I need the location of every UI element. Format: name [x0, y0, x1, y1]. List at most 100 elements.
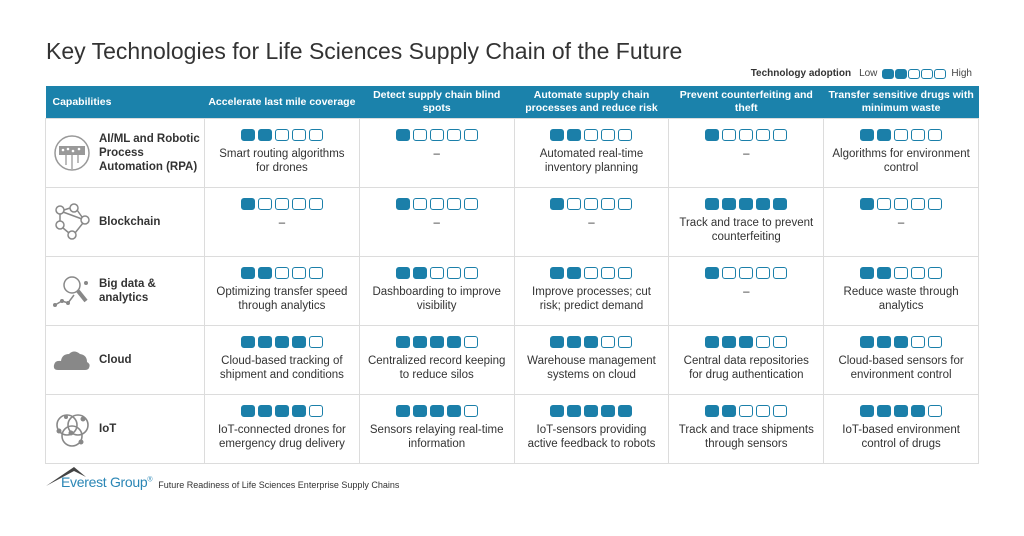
- adoption-rating: [824, 336, 978, 348]
- technology-name: Blockchain: [99, 216, 161, 228]
- rating-box-empty: [773, 405, 788, 417]
- rating-box-empty: [773, 267, 788, 279]
- rating-box-empty: [756, 336, 771, 348]
- adoption-rating: [360, 198, 514, 210]
- column-header: Automate supply chain processes and redu…: [514, 86, 669, 119]
- rating-box-filled: [412, 405, 427, 417]
- technology-cell: IoT: [45, 394, 205, 464]
- rating-box-filled: [860, 198, 875, 210]
- footer: Everest Group® Future Readiness of Life …: [46, 465, 399, 492]
- rating-box-filled: [739, 198, 754, 210]
- rating-box-empty: [567, 198, 582, 210]
- rating-box-empty: [601, 198, 616, 210]
- rating-box-filled: [618, 405, 633, 417]
- rating-box-filled: [705, 267, 720, 279]
- rating-box-filled: [860, 129, 875, 141]
- adoption-rating: [360, 267, 514, 279]
- rating-box-filled: [240, 198, 255, 210]
- adoption-rating: [515, 267, 669, 279]
- legend-label: Technology adoption: [750, 68, 852, 79]
- matrix-cell: –: [668, 256, 825, 326]
- rating-box-empty: [722, 129, 737, 141]
- rating-box-empty: [618, 336, 633, 348]
- matrix-cell: –: [668, 118, 825, 188]
- rating-box-empty: [601, 129, 616, 141]
- technology-cell: Blockchain: [45, 187, 205, 257]
- rating-box-filled: [722, 405, 737, 417]
- matrix-cell: Cloud-based tracking of shipment and con…: [204, 325, 360, 395]
- use-case-text: Reduce waste through analytics: [843, 286, 959, 312]
- technology-name: IoT: [99, 423, 117, 435]
- matrix-cell: –: [204, 187, 360, 257]
- rating-box-empty: [429, 129, 444, 141]
- rating-box-filled: [877, 336, 892, 348]
- rating-box-empty: [773, 336, 788, 348]
- use-case-text: –: [743, 286, 750, 298]
- rating-box-empty: [618, 198, 633, 210]
- rating-box-empty: [739, 129, 754, 141]
- rating-box-filled: [240, 129, 255, 141]
- use-case-text: Cloud-based sensors for environment cont…: [838, 355, 964, 381]
- use-case-text: Track and trace shipments through sensor…: [678, 424, 814, 450]
- rating-box-filled: [584, 336, 599, 348]
- use-case-text: Warehouse management systems on cloud: [527, 355, 656, 381]
- matrix-cell: IoT-based environment control of drugs: [823, 394, 979, 464]
- rating-box-filled: [722, 198, 737, 210]
- matrix-cell: Optimizing transfer speed through analyt…: [204, 256, 360, 326]
- rating-box-filled: [739, 336, 754, 348]
- rating-box-empty: [584, 267, 599, 279]
- rating-box-empty: [601, 336, 616, 348]
- rating-box-empty: [308, 267, 323, 279]
- use-case-text: Improve processes; cut risk; predict dem…: [532, 286, 651, 312]
- matrix-cell: –: [358, 187, 515, 257]
- rating-box-empty: [429, 267, 444, 279]
- rating-box-filled: [257, 405, 272, 417]
- adoption-rating: [669, 267, 823, 279]
- rating-box-filled: [705, 336, 720, 348]
- technology-name: Cloud: [99, 354, 132, 366]
- technology-cell: Big data & analytics: [45, 256, 205, 326]
- adoption-rating: [205, 267, 359, 279]
- adoption-rating: [824, 198, 978, 210]
- rating-box-filled: [240, 267, 255, 279]
- rating-box-filled: [291, 336, 306, 348]
- rating-box-empty: [274, 129, 289, 141]
- rating-box-filled: [412, 267, 427, 279]
- technology-matrix: Capabilities Accelerate last mile covera…: [45, 86, 979, 464]
- rating-box-empty: [412, 129, 427, 141]
- rating-box-empty: [446, 198, 461, 210]
- rating-box-filled: [274, 405, 289, 417]
- column-header: Transfer sensitive drugs with minimum wa…: [823, 86, 979, 119]
- column-header: Accelerate last mile coverage: [204, 86, 360, 119]
- rating-box-filled: [257, 336, 272, 348]
- matrix-cell: Automated real-time inventory planning: [513, 118, 670, 188]
- use-case-text: Centralized record keeping to reduce sil…: [367, 355, 506, 381]
- rating-box-filled: [291, 405, 306, 417]
- legend-high: High: [951, 68, 972, 79]
- use-case-text: –: [897, 217, 905, 229]
- technology-name: AI/ML and Robotic Process Automation (RP…: [99, 133, 200, 173]
- rating-box-empty: [257, 198, 272, 210]
- rating-box-empty: [584, 198, 599, 210]
- adoption-rating: [205, 405, 359, 417]
- rating-box-empty: [308, 405, 323, 417]
- rating-box-empty: [928, 336, 943, 348]
- matrix-cell: Warehouse management systems on cloud: [513, 325, 670, 395]
- rating-box-empty: [463, 336, 478, 348]
- adoption-rating: [360, 129, 514, 141]
- use-case-text: Cloud-based tracking of shipment and con…: [219, 355, 344, 381]
- table-row: AI/ML and Robotic Process Automation (RP…: [45, 118, 979, 188]
- adoption-rating: [205, 129, 359, 141]
- rating-box-filled: [274, 336, 289, 348]
- use-case-text: –: [433, 217, 440, 229]
- rating-box-filled: [395, 129, 410, 141]
- header-capabilities: Capabilities: [45, 86, 205, 119]
- rating-box-empty: [618, 267, 633, 279]
- rating-box-filled: [446, 405, 461, 417]
- use-case-text: Smart routing algorithms for drones: [219, 148, 345, 174]
- use-case-text: –: [743, 148, 750, 160]
- column-header: Detect supply chain blind spots: [359, 86, 515, 119]
- use-case-text: Track and trace to prevent counterfeitin…: [679, 217, 814, 243]
- rating-box-filled: [877, 405, 892, 417]
- rating-box-filled: [894, 405, 909, 417]
